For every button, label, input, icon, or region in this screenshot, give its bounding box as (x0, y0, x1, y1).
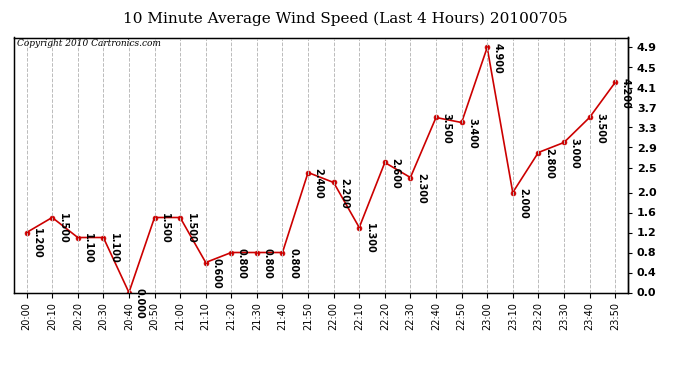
Text: 3.000: 3.000 (569, 138, 580, 169)
Text: 1.500: 1.500 (58, 213, 68, 244)
Text: 1.500: 1.500 (160, 213, 170, 244)
Text: 1.100: 1.100 (83, 233, 93, 264)
Text: 0.800: 0.800 (237, 248, 247, 279)
Text: 4.200: 4.200 (621, 78, 631, 109)
Text: Copyright 2010 Cartronics.com: Copyright 2010 Cartronics.com (17, 39, 161, 48)
Text: 2.600: 2.600 (391, 158, 400, 189)
Text: 3.400: 3.400 (467, 118, 477, 149)
Text: 2.400: 2.400 (314, 168, 324, 199)
Text: 10 Minute Average Wind Speed (Last 4 Hours) 20100705: 10 Minute Average Wind Speed (Last 4 Hou… (123, 11, 567, 26)
Text: 0.800: 0.800 (262, 248, 273, 279)
Text: 3.500: 3.500 (595, 113, 605, 144)
Text: 0.600: 0.600 (211, 258, 221, 289)
Text: 2.200: 2.200 (339, 178, 349, 209)
Text: 0.000: 0.000 (135, 288, 144, 319)
Text: 1.200: 1.200 (32, 228, 42, 259)
Text: 1.100: 1.100 (109, 233, 119, 264)
Text: 2.800: 2.800 (544, 148, 554, 179)
Text: 4.900: 4.900 (493, 44, 503, 74)
Text: 0.800: 0.800 (288, 248, 298, 279)
Text: 2.000: 2.000 (518, 188, 529, 219)
Text: 1.300: 1.300 (365, 224, 375, 254)
Text: 2.300: 2.300 (416, 173, 426, 204)
Text: 1.500: 1.500 (186, 213, 196, 244)
Text: 3.500: 3.500 (442, 113, 451, 144)
